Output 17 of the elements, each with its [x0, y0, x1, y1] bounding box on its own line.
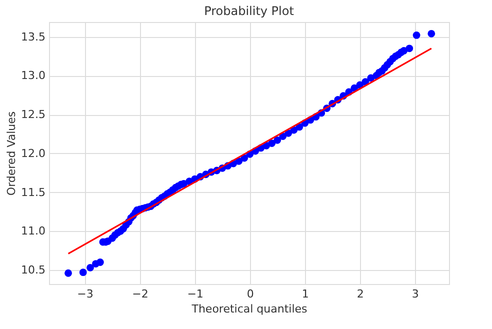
- x-tick-label: −2: [132, 288, 148, 300]
- y-tick-label: 10.5: [21, 264, 46, 277]
- x-tick-label: 1: [302, 288, 309, 300]
- y-tick-label: 13.5: [21, 30, 46, 44]
- x-tick-label: 0: [246, 288, 254, 300]
- x-tick-label: −1: [187, 288, 204, 300]
- y-axis-title: Ordered Values: [5, 111, 18, 196]
- y-tick-label: 12.0: [21, 146, 46, 160]
- x-tick-label: 3: [412, 288, 419, 300]
- y-tick-label: 13.0: [21, 69, 46, 82]
- y-tick-label: 11.5: [21, 186, 46, 199]
- chart-title: Probability Plot: [204, 4, 294, 18]
- x-tick-label: −3: [77, 288, 94, 300]
- x-axis-title: Theoretical quantiles: [190, 302, 308, 316]
- y-tick-label: 12.5: [21, 108, 46, 122]
- y-tick-label: 11.0: [21, 224, 46, 238]
- x-tick-label: 2: [356, 288, 364, 300]
